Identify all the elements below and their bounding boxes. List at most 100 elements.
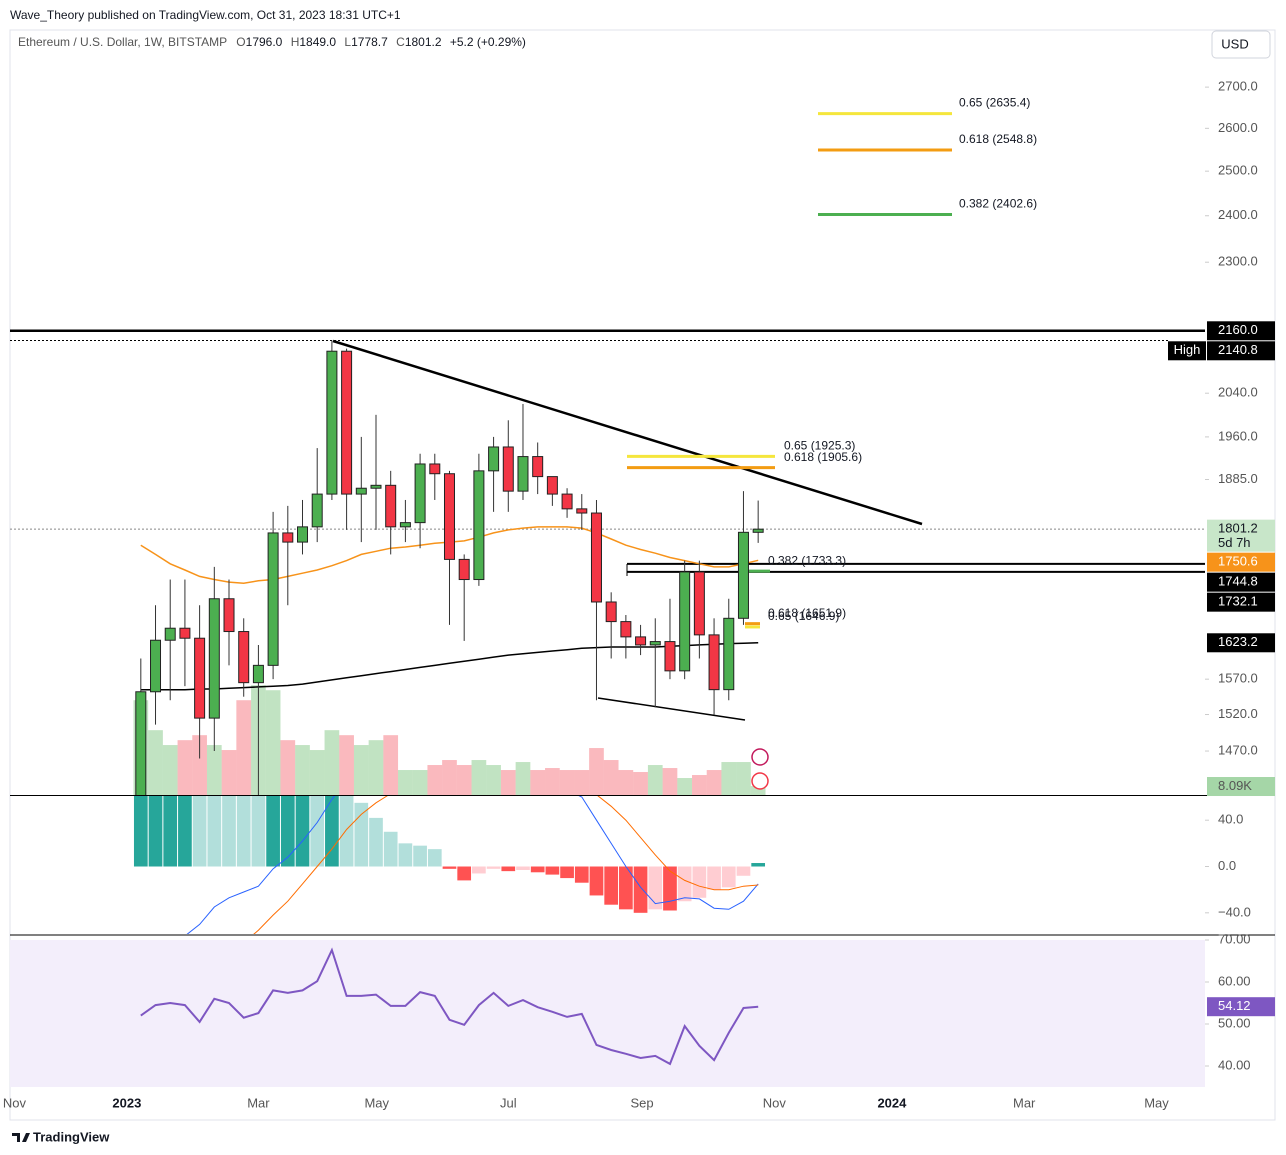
axis-label-box — [1207, 341, 1275, 361]
candle-body — [473, 470, 485, 581]
ohlc-key: H — [291, 35, 300, 49]
candle-body — [370, 484, 382, 489]
volume-bar — [280, 740, 296, 795]
axis-label-tag: 5d 7h — [1218, 535, 1251, 550]
candle-body — [576, 508, 588, 514]
candle-body — [649, 641, 661, 646]
volume-bar — [221, 750, 237, 795]
volume-bar — [236, 700, 252, 795]
histogram-bar — [413, 845, 427, 867]
volume-bar — [603, 760, 619, 795]
candle-body — [708, 634, 720, 691]
histogram-bar — [545, 866, 560, 875]
y-tick-label: −40.0 — [1218, 904, 1251, 919]
axis-label: 8.09K — [1218, 778, 1252, 793]
histogram-bar — [178, 796, 192, 867]
change: +5.2 (+0.29%) — [450, 35, 526, 49]
event-icon[interactable] — [751, 772, 769, 790]
axis-label-box — [1207, 519, 1275, 552]
candle-body — [385, 484, 397, 528]
fib-label: 0.382 (1733.3) — [768, 553, 846, 567]
fib-label: 0.618 (2548.8) — [959, 132, 1037, 146]
event-icon[interactable] — [751, 748, 769, 766]
candle-body — [693, 571, 705, 636]
axis-label: 1801.2 — [1218, 521, 1258, 536]
volume-bar — [647, 765, 663, 795]
histogram-bar — [589, 866, 604, 896]
histogram-bar — [633, 866, 648, 913]
histogram-bar — [325, 796, 339, 867]
volume-bar — [339, 735, 354, 795]
candle-body — [326, 350, 338, 495]
axis-label: 1744.8 — [1218, 574, 1258, 589]
volume-bar — [398, 770, 413, 795]
candle-body — [399, 522, 411, 528]
ohlc-value: 1796.0 — [246, 35, 283, 49]
candle-body — [282, 532, 294, 543]
histogram-bar — [266, 796, 280, 867]
volume-bar — [589, 748, 604, 795]
candle-body — [311, 493, 323, 528]
candle-body — [737, 531, 749, 619]
candle-body — [341, 350, 353, 495]
axis-label: 54.12 — [1218, 998, 1251, 1013]
histogram-bar — [222, 796, 236, 867]
x-tick-label: Nov — [763, 1095, 787, 1110]
axis-label-box — [1207, 572, 1275, 592]
y-tick-label: 1470.0 — [1218, 742, 1258, 757]
histogram-bar — [457, 866, 472, 881]
candle-body — [620, 621, 632, 638]
y-tick-label: 2400.0 — [1218, 207, 1258, 222]
histogram-bar — [677, 866, 692, 902]
fib-label: 0.382 (2402.6) — [959, 197, 1037, 211]
candle-body — [297, 526, 309, 543]
macd-line — [253, 796, 759, 934]
axis-label-tag: High — [1174, 342, 1201, 357]
histogram-bar — [207, 796, 222, 867]
rsi-line — [140, 947, 759, 1066]
volume-layer — [133, 685, 766, 795]
histogram-bar — [707, 866, 721, 890]
histogram-bar — [236, 796, 251, 867]
candle-body — [635, 636, 647, 646]
axis-label: 2160.0 — [1218, 322, 1258, 337]
y-tick-label: 40.00 — [1218, 1057, 1251, 1072]
currency-button[interactable] — [1211, 30, 1271, 59]
candle-body — [429, 463, 441, 475]
histogram-bar — [604, 866, 619, 905]
candle-body — [664, 641, 676, 672]
fib-label: 0.618 (1905.6) — [784, 450, 862, 464]
volume-bar — [500, 770, 516, 795]
y-tick-label: 40.0 — [1218, 812, 1243, 827]
volume-bar — [618, 770, 634, 795]
histogram-bar — [383, 831, 398, 867]
trend-line — [332, 339, 923, 526]
histogram-bar — [163, 796, 178, 867]
y-tick-label: 1885.0 — [1218, 471, 1258, 486]
axis-tag-box — [1168, 341, 1206, 361]
candle-body — [679, 571, 691, 672]
volume-bar — [324, 730, 340, 795]
volume-bar — [162, 745, 178, 795]
axis-label-box — [1207, 997, 1275, 1017]
candle-body — [164, 627, 176, 641]
candle-body — [179, 627, 191, 639]
histogram-bar — [619, 866, 633, 910]
volume-bar — [559, 770, 575, 795]
histogram-bar — [721, 866, 736, 888]
x-tick-label: Mar — [1013, 1095, 1036, 1110]
volume-bar — [192, 735, 207, 795]
candle-body — [238, 631, 250, 684]
histogram-bar — [516, 866, 530, 870]
candle-body — [752, 528, 764, 533]
axis-label: 1750.6 — [1218, 554, 1258, 569]
candle-body — [605, 601, 617, 623]
histogram-bar — [751, 863, 766, 867]
histogram-bar — [427, 849, 442, 867]
volume-bar — [353, 745, 369, 795]
candle-body — [443, 473, 455, 560]
histogram-bar — [560, 866, 574, 879]
candle-body — [135, 691, 147, 795]
axis-label: 1732.1 — [1218, 594, 1258, 609]
